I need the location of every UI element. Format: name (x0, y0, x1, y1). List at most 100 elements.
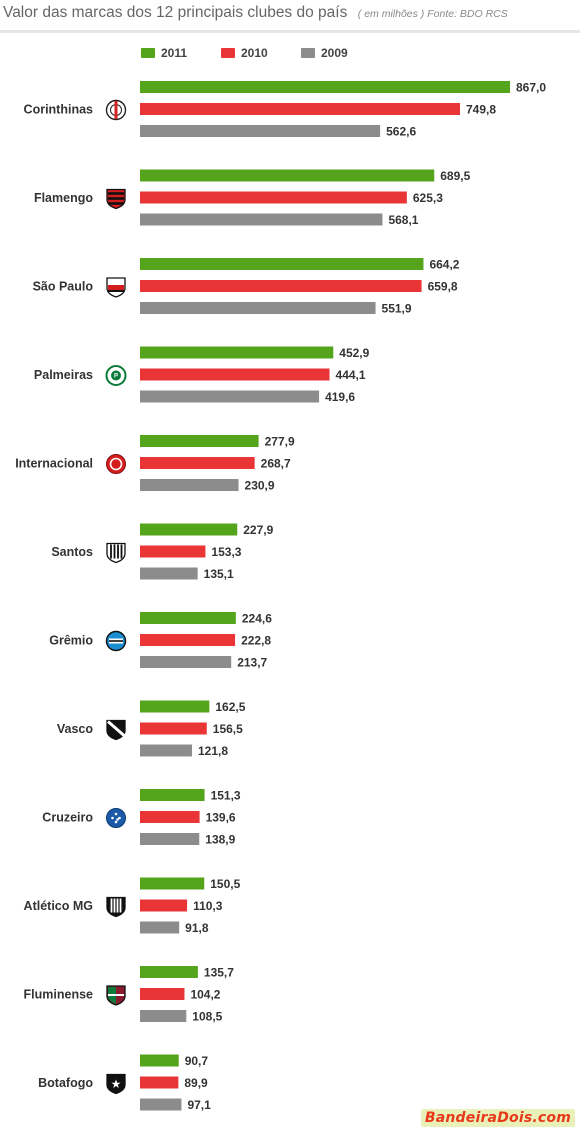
bar-fluminense-2010 (140, 988, 185, 1000)
value-label-flamengo-2009: 568,1 (388, 213, 418, 227)
chart-note: ( em milhões ) Fonte: BDO RCS (357, 8, 508, 20)
value-label-gremio-2011: 224,6 (242, 612, 272, 626)
value-label-santos-2011: 227,9 (243, 523, 273, 537)
value-label-fluminense-2011: 135,7 (204, 966, 234, 980)
bar-flamengo-2010 (140, 191, 407, 204)
bar-vasco-2011 (140, 700, 210, 713)
value-label-palmeiras-2011: 452,9 (339, 346, 369, 360)
club-group-flamengo: Flamengo 689,5 625,3 568,1 (34, 169, 471, 227)
bar-fluminense-2011 (140, 966, 198, 978)
bar-internacional-2009 (140, 479, 239, 491)
value-label-atletico-mg-2011: 150,5 (210, 877, 240, 891)
bar-santos-2009 (140, 567, 198, 580)
legend-swatch-2011 (141, 48, 155, 58)
value-label-vasco-2011: 162,5 (215, 700, 245, 714)
club-label-internacional: Internacional (15, 457, 93, 471)
bar-palmeiras-2010 (140, 368, 330, 381)
value-label-gremio-2009: 213,7 (237, 656, 267, 670)
club-label-corinthinas: Corinthinas (24, 103, 93, 117)
club-group-vasco: Vasco 162,5 156,5 121,8 (57, 700, 246, 758)
club-group-cruzeiro: Cruzeiro 151,3 139,6 138,9 (42, 789, 241, 847)
bar-sao-paulo-2011 (140, 258, 424, 270)
bar-palmeiras-2011 (140, 346, 334, 359)
bar-internacional-2011 (140, 435, 259, 447)
value-label-palmeiras-2010: 444,1 (336, 368, 366, 382)
value-label-vasco-2010: 156,5 (213, 722, 243, 736)
santos-crest-icon (106, 542, 126, 564)
bar-santos-2011 (140, 523, 238, 536)
value-label-botafogo-2010: 89,9 (184, 1076, 208, 1090)
legend-swatch-2010 (221, 48, 235, 58)
club-label-atletico-mg: Atlético MG (24, 899, 93, 913)
bar-gremio-2011 (140, 612, 236, 624)
value-label-corinthinas-2010: 749,8 (466, 103, 496, 117)
vasco-crest-icon (106, 719, 126, 741)
value-label-cruzeiro-2009: 138,9 (205, 833, 235, 847)
value-label-sao-paulo-2010: 659,8 (428, 280, 458, 294)
legend-label-2011: 2011 (161, 46, 188, 60)
club-group-sao-paulo: São Paulo 664,2 659,8 551,9 (33, 258, 460, 316)
bar-atletico-mg-2010 (140, 899, 188, 912)
club-label-botafogo: Botafogo (38, 1076, 93, 1090)
value-label-botafogo-2009: 97,1 (187, 1098, 211, 1112)
watermark: BandeiraDois.com (420, 1109, 575, 1127)
palmeiras-crest-icon: P (105, 365, 127, 386)
club-group-atletico-mg: Atlético MG 150,5 110,3 91,8 (24, 877, 241, 935)
legend-label-2009: 2009 (321, 46, 348, 60)
bar-santos-2010 (140, 545, 206, 558)
cruzeiro-crest-icon (106, 808, 126, 828)
header-divider (0, 30, 580, 33)
value-label-gremio-2010: 222,8 (241, 634, 271, 648)
bar-vasco-2010 (140, 722, 207, 735)
value-label-palmeiras-2009: 419,6 (325, 390, 355, 404)
value-label-fluminense-2010: 104,2 (190, 988, 220, 1002)
value-label-corinthinas-2009: 562,6 (386, 125, 416, 139)
bar-botafogo-2009 (140, 1098, 182, 1111)
value-label-cruzeiro-2010: 139,6 (206, 811, 236, 825)
bar-flamengo-2009 (140, 213, 383, 226)
club-group-fluminense: Fluminense 135,7 104,2 108,5 (24, 966, 235, 1024)
club-group-internacional: Internacional 277,9 268,7 230,9 (15, 435, 295, 493)
club-label-gremio: Grêmio (49, 634, 93, 648)
legend-swatch-2009 (301, 48, 315, 58)
value-label-sao-paulo-2011: 664,2 (429, 258, 459, 272)
bar-sao-paulo-2010 (140, 280, 422, 292)
value-label-atletico-mg-2009: 91,8 (185, 921, 209, 935)
bar-corinthinas-2010 (140, 103, 460, 115)
bar-corinthinas-2011 (140, 81, 510, 93)
club-label-vasco: Vasco (57, 722, 94, 736)
bar-atletico-mg-2009 (140, 921, 180, 934)
value-label-corinthinas-2011: 867,0 (516, 81, 546, 95)
bar-fluminense-2009 (140, 1010, 187, 1022)
bar-cruzeiro-2010 (140, 811, 200, 823)
value-label-vasco-2009: 121,8 (198, 744, 228, 758)
internacional-crest-icon (106, 454, 126, 474)
svg-text:P: P (114, 374, 118, 380)
value-label-santos-2009: 135,1 (204, 567, 234, 581)
legend-item-2011: 2011 (141, 46, 187, 60)
legend-item-2010: 2010 (221, 46, 268, 60)
bar-cruzeiro-2011 (140, 789, 205, 801)
botafogo-crest-icon (106, 1073, 126, 1095)
club-group-palmeiras: Palmeiras P 452,9 444,1 419,6 (34, 346, 370, 404)
value-label-internacional-2009: 230,9 (245, 479, 275, 493)
bar-gremio-2010 (140, 634, 236, 646)
corinthians-crest-icon (105, 99, 127, 121)
value-label-internacional-2010: 268,7 (261, 457, 291, 471)
value-label-botafogo-2011: 90,7 (185, 1054, 209, 1068)
club-group-corinthinas: Corinthinas 867,0 749,8 562,6 (24, 81, 547, 139)
fluminense-crest-icon (106, 985, 126, 1006)
club-group-gremio: Grêmio 224,6 222,8 213,7 (49, 612, 272, 670)
club-label-sao-paulo: São Paulo (33, 280, 94, 294)
title-row: Valor das marcas dos 12 principais clube… (3, 4, 508, 22)
bar-internacional-2010 (140, 457, 255, 469)
value-label-flamengo-2011: 689,5 (440, 169, 470, 183)
bar-atletico-mg-2011 (140, 877, 205, 890)
bar-botafogo-2010 (140, 1076, 179, 1089)
club-label-cruzeiro: Cruzeiro (42, 811, 93, 825)
bar-cruzeiro-2009 (140, 833, 200, 845)
bar-palmeiras-2009 (140, 390, 320, 403)
club-group-botafogo: Botafogo 90,7 89,9 97,1 (38, 1054, 211, 1112)
